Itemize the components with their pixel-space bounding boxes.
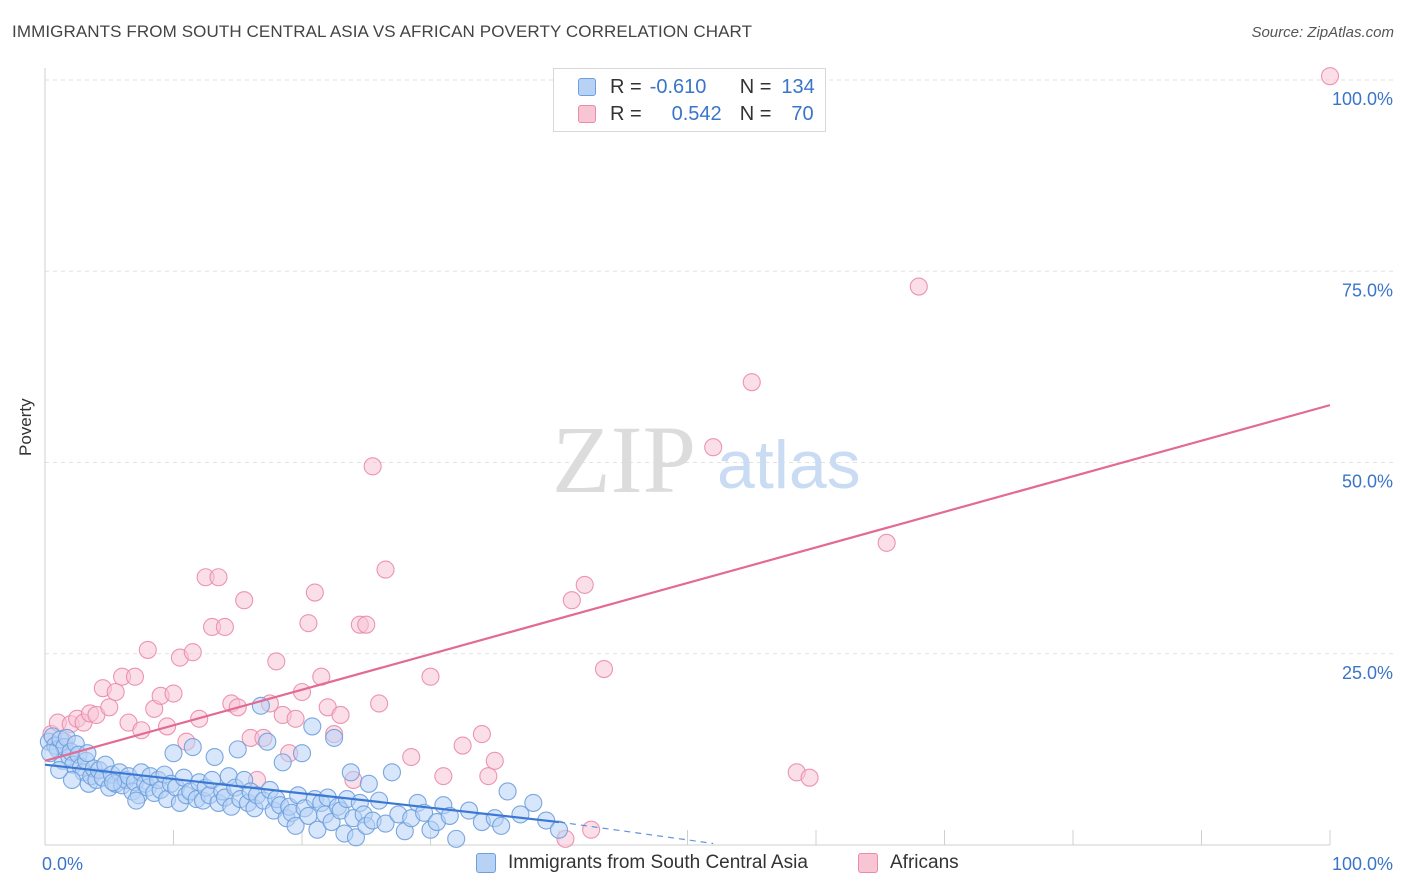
point-immigrants: [325, 728, 344, 747]
point-africans: [125, 667, 144, 686]
legend-swatch-blue: [578, 78, 596, 96]
trendline-immigrants: [44, 763, 560, 824]
trendline-immigrants-extension: [558, 821, 714, 845]
y-tick-label: 100.0%: [1332, 89, 1393, 109]
point-africans: [909, 277, 928, 296]
legend-n-label: N =: [739, 102, 772, 125]
point-immigrants: [228, 740, 247, 759]
point-africans: [235, 591, 254, 610]
point-africans: [421, 667, 440, 686]
legend-item-africans: Africans: [858, 852, 959, 874]
point-africans: [106, 682, 125, 702]
legend-n-value: 70: [791, 102, 814, 125]
point-africans: [402, 747, 421, 767]
legend-swatch-pink: [578, 105, 596, 123]
point-africans: [742, 373, 761, 392]
legend-label-africans: Africans: [890, 852, 959, 873]
point-immigrants: [292, 744, 312, 763]
trendline-africans: [44, 404, 1331, 762]
legend-r-label: R =: [610, 75, 642, 98]
legend-r-label: R =: [610, 102, 642, 125]
point-africans: [594, 659, 614, 679]
point-immigrants: [104, 773, 123, 792]
point-africans: [479, 767, 498, 786]
point-immigrants: [303, 717, 322, 736]
point-immigrants: [415, 803, 434, 822]
point-immigrants: [524, 793, 543, 812]
point-africans: [286, 709, 305, 728]
y-tick-label: 50.0%: [1342, 472, 1393, 492]
legend-item-immigrants: Immigrants from South Central Asia: [476, 852, 808, 874]
point-africans: [183, 643, 202, 662]
point-africans: [376, 560, 395, 579]
point-africans: [100, 698, 119, 717]
point-immigrants: [308, 820, 327, 839]
y-tick-label: 25.0%: [1342, 663, 1393, 683]
legend-label-immigrants: Immigrants from South Central Asia: [508, 852, 808, 873]
point-africans: [138, 640, 157, 659]
legend-swatch-pink: [858, 853, 878, 873]
source-label: Source: ZipAtlas.com: [1251, 24, 1394, 41]
watermark-atlas: atlas: [717, 427, 861, 503]
point-africans: [331, 705, 350, 725]
point-africans: [485, 751, 504, 770]
point-africans: [575, 575, 594, 594]
point-immigrants: [164, 744, 183, 763]
series-legend: Immigrants from South Central Asia Afric…: [0, 852, 1406, 878]
correlation-legend: R = -0.610 N = 134 R = 0.542 N = 70: [553, 68, 826, 132]
point-immigrants: [492, 816, 511, 835]
point-immigrants: [286, 816, 305, 835]
legend-r-value: -0.610: [649, 75, 707, 98]
watermark-zip: ZIP: [552, 406, 696, 513]
point-immigrants: [127, 791, 146, 810]
point-immigrants: [183, 738, 202, 757]
point-africans: [582, 820, 601, 839]
legend-row-blue: R = -0.610 N = 134: [578, 75, 815, 99]
point-africans: [800, 768, 819, 787]
point-africans: [1320, 67, 1340, 86]
point-africans: [370, 694, 389, 713]
chart-title: IMMIGRANTS FROM SOUTH CENTRAL ASIA VS AF…: [12, 22, 753, 41]
point-immigrants: [205, 747, 224, 767]
point-africans: [305, 583, 324, 602]
point-immigrants: [359, 774, 378, 793]
point-immigrants: [50, 760, 69, 780]
point-africans: [562, 591, 581, 610]
point-africans: [267, 652, 286, 671]
legend-n-value: 134: [781, 75, 815, 98]
y-tick-label: 75.0%: [1342, 280, 1393, 300]
point-immigrants: [447, 829, 466, 848]
point-africans: [164, 684, 183, 703]
point-africans: [434, 767, 453, 786]
point-immigrants: [341, 763, 360, 782]
point-immigrants: [273, 753, 292, 772]
y-axis-label: Poverty: [16, 398, 35, 456]
x-tick-label: 100.0%: [1332, 854, 1393, 874]
point-africans: [704, 438, 723, 457]
point-immigrants: [498, 782, 517, 801]
legend-n-label: N =: [739, 75, 772, 98]
point-africans: [215, 617, 234, 637]
point-immigrants: [376, 814, 395, 833]
point-africans: [877, 533, 896, 552]
point-immigrants: [549, 820, 569, 839]
point-africans: [453, 736, 472, 755]
point-africans: [472, 725, 491, 744]
point-immigrants: [382, 763, 402, 782]
legend-row-pink: R = 0.542 N = 70: [578, 102, 814, 126]
point-immigrants: [258, 732, 277, 751]
point-africans: [209, 568, 228, 587]
point-immigrants: [346, 828, 366, 847]
legend-r-value: 0.542: [671, 102, 722, 125]
point-immigrants: [440, 806, 459, 825]
point-africans: [363, 457, 382, 476]
point-immigrants: [62, 770, 82, 790]
x-tick-label: 0.0%: [42, 854, 83, 874]
legend-swatch-blue: [476, 853, 496, 873]
point-africans: [357, 615, 376, 634]
point-africans: [299, 614, 318, 633]
